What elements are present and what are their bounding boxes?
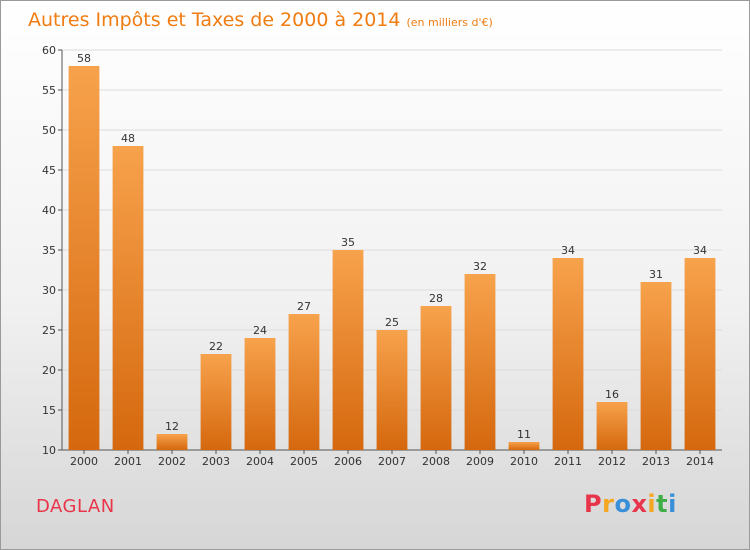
x-tick-label-2013: 2013: [642, 455, 670, 468]
data-label-2008: 28: [429, 292, 443, 305]
x-tick-label-2006: 2006: [334, 455, 362, 468]
brand-letter: r: [602, 490, 615, 518]
y-tick-label: 10: [42, 444, 56, 457]
bar-2007: [376, 330, 408, 450]
bar-2010: [508, 442, 540, 450]
data-label-2010: 11: [517, 428, 531, 441]
brand-logo: Proxiti: [584, 490, 677, 518]
brand-letter: o: [614, 490, 632, 518]
bar-2003: [200, 354, 232, 450]
bar-2008: [420, 306, 452, 450]
data-labels: 58 48 12 22 24 27 35 25 28 32 11 34 16 31 34: [77, 52, 707, 441]
bar-2006: [332, 250, 364, 450]
bar-2014: [684, 258, 716, 450]
x-tick-label-2002: 2002: [158, 455, 186, 468]
x-tick-label-2009: 2009: [466, 455, 494, 468]
x-tick-label-2005: 2005: [290, 455, 318, 468]
x-tick-label-2000: 2000: [70, 455, 98, 468]
data-label-2006: 35: [341, 236, 355, 249]
x-tick-label-2012: 2012: [598, 455, 626, 468]
y-tick-label: 45: [42, 164, 56, 177]
bar-2000: [68, 66, 100, 450]
data-label-2005: 27: [297, 300, 311, 313]
data-label-2000: 58: [77, 52, 91, 65]
data-label-2007: 25: [385, 316, 399, 329]
data-label-2004: 24: [253, 324, 267, 337]
bar-2011: [552, 258, 584, 450]
bar-2004: [244, 338, 276, 450]
bar-2009: [464, 274, 496, 450]
bar-2012: [596, 402, 628, 450]
chart-subtitle: (en milliers d'€): [406, 16, 493, 29]
data-label-2002: 12: [165, 420, 179, 433]
brand-letter: x: [631, 490, 648, 518]
data-label-2014: 34: [693, 244, 707, 257]
x-tick-label-2004: 2004: [246, 455, 274, 468]
x-tick-label-2007: 2007: [378, 455, 406, 468]
y-tick-label: 35: [42, 244, 56, 257]
brand-letter: P: [584, 490, 603, 518]
data-label-2009: 32: [473, 260, 487, 273]
y-tick-labels: 10 15 20 25 30 35 40 45 50 55 60: [42, 44, 56, 457]
bar-2013: [640, 282, 672, 450]
brand-letter: i: [668, 490, 677, 518]
y-tick-label: 20: [42, 364, 56, 377]
x-tick-label-2003: 2003: [202, 455, 230, 468]
x-tick-label-2008: 2008: [422, 455, 450, 468]
x-tick-label-2010: 2010: [510, 455, 538, 468]
x-tick-labels: 2000 2001 2002 2003 2004 2005 2006 2007 2008 2009…: [70, 455, 714, 468]
data-label-2011: 34: [561, 244, 575, 257]
bar-2002: [156, 434, 188, 450]
y-tick-label: 40: [42, 204, 56, 217]
bar-2001: [112, 146, 144, 450]
y-tick-label: 55: [42, 84, 56, 97]
chart-title-text: Autres Impôts et Taxes de 2000 à 2014: [28, 9, 401, 31]
brand-letter: i: [647, 490, 657, 518]
x-tick-label-2011: 2011: [554, 455, 582, 468]
chart-title: Autres Impôts et Taxes de 2000 à 2014 (en…: [28, 9, 493, 31]
bars: [68, 66, 716, 450]
y-tick-label: 25: [42, 324, 56, 337]
data-label-2003: 22: [209, 340, 223, 353]
y-tick-label: 30: [42, 284, 56, 297]
commune-name: DAGLAN: [36, 496, 115, 517]
x-tick-label-2014: 2014: [686, 455, 714, 468]
data-label-2001: 48: [121, 132, 135, 145]
bar-2005: [288, 314, 320, 450]
data-label-2012: 16: [605, 388, 619, 401]
y-tick-label: 15: [42, 404, 56, 417]
y-tick-label: 60: [42, 44, 56, 57]
x-tick-label-2001: 2001: [114, 455, 142, 468]
data-label-2013: 31: [649, 268, 663, 281]
y-tick-label: 50: [42, 124, 56, 137]
brand-letter: t: [656, 490, 669, 518]
